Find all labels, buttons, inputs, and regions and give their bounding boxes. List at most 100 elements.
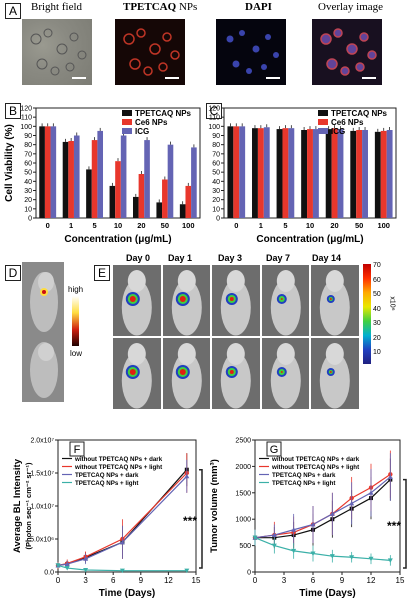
line-charts-fg: F 0 3 6 9 12 15 0.0 5.0x10⁶ 1.0x10⁷ 1.5x10⁷ 2.0x10⁷… xyxy=(12,438,407,599)
x-tick-label: 100 xyxy=(377,221,390,230)
colorbar-tick-label: 60 xyxy=(373,276,381,284)
y-tick-label: 60 xyxy=(212,161,220,168)
title-overlay-image: Overlay image xyxy=(318,1,384,13)
bl-colorbar xyxy=(363,264,371,364)
y-tick-label: 80 xyxy=(24,142,32,149)
y-tick-label: 10 xyxy=(24,206,32,213)
bar-tpetcaq-nps xyxy=(62,141,69,218)
y-tick-label: 30 xyxy=(212,188,220,195)
mouse-image xyxy=(261,338,310,409)
x-tick-label: 50 xyxy=(355,221,363,230)
x-axis-label: Concentration (μg/mL) xyxy=(256,234,363,245)
bar-ce6-nps xyxy=(162,179,168,218)
x-tick-label: 6 xyxy=(111,576,116,585)
mouse-image xyxy=(212,338,260,409)
bar-tpetcaq-nps xyxy=(179,204,186,218)
y-axis-label: Average BL Intensity xyxy=(12,458,23,553)
line-chart-f: F 0 3 6 9 12 15 0.0 5.0x10⁶ 1.0x10⁷ 1.5x10⁷ 2.0x10⁷… xyxy=(12,438,203,599)
data-point xyxy=(55,563,61,568)
y-tick-label: 40 xyxy=(24,179,32,186)
y-tick-label: 90 xyxy=(24,133,32,140)
x-tick-label: 0 xyxy=(46,221,50,230)
y-tick-label: 1500 xyxy=(235,490,251,497)
bar-ce6-nps xyxy=(356,130,363,218)
y-tick-label: 60 xyxy=(24,161,32,168)
y-axis-label-units: (Photon sec⁻¹ cm⁻² sr⁻¹) xyxy=(24,462,33,549)
x-axis-label: Time (Days) xyxy=(99,588,156,599)
legend-label: TPETCAQ NPs + light xyxy=(272,480,335,487)
colorbar-tick-label: 70 xyxy=(373,262,381,269)
data-point xyxy=(271,543,277,549)
y-tick-label: 2000 xyxy=(235,464,251,471)
bar-ce6-nps xyxy=(233,126,240,218)
data-point xyxy=(387,558,393,563)
data-point xyxy=(368,490,374,495)
legend-swatch xyxy=(318,128,328,134)
bar-tpetcaq-nps xyxy=(156,202,163,218)
colorbar-high-label: high xyxy=(68,285,84,294)
x-tick-label: 3 xyxy=(83,576,88,585)
data-point xyxy=(387,474,393,479)
day-7-label: Day 7 xyxy=(266,253,291,263)
scale-bar xyxy=(72,77,86,79)
panel-label-c: C xyxy=(206,103,222,119)
bar-tpetcaq-nps xyxy=(325,129,332,218)
bar-icg xyxy=(337,129,344,218)
legend-swatch xyxy=(122,128,132,134)
legend-label: ICG xyxy=(331,127,345,136)
y-tick-label: 110 xyxy=(209,115,220,122)
x-axis-label: Concentration (μg/mL) xyxy=(64,234,171,245)
colorbar-tick-label: 10 xyxy=(373,349,381,356)
data-point xyxy=(329,511,335,516)
x-tick-label: 10 xyxy=(306,221,314,230)
y-tick-label: 2500 xyxy=(235,438,251,445)
bar-icg xyxy=(288,128,295,218)
plot-frame xyxy=(254,439,401,573)
significance-stars: *** xyxy=(183,514,197,528)
y-tick-label: 500 xyxy=(239,543,251,550)
y-tick-label: 120 xyxy=(208,106,220,113)
bar-tpetcaq-nps xyxy=(374,131,381,218)
x-tick-label: 0 xyxy=(253,576,258,585)
y-axis-label: Cell Viability (%) xyxy=(4,124,15,202)
x-tick-label: 0 xyxy=(56,576,61,585)
mouse-image xyxy=(311,265,359,336)
legend-swatch xyxy=(318,119,328,125)
bar-tpetcaq-nps xyxy=(132,196,139,218)
bar-ce6-nps xyxy=(44,126,51,218)
data-point xyxy=(184,473,190,479)
y-tick-label: 1000 xyxy=(235,517,251,524)
line-chart-g: G 0 3 6 9 12 15 0 500 1000 1500 2000 2500 without TPE… xyxy=(209,438,407,599)
y-tick-label: 80 xyxy=(212,142,220,149)
bar-tpetcaq-nps xyxy=(39,126,45,218)
legend-swatch xyxy=(318,110,328,116)
data-point xyxy=(349,555,355,560)
title-dapi: DAPI xyxy=(245,1,272,13)
bright-field-image xyxy=(22,19,92,85)
y-tick-label: 120 xyxy=(20,106,32,113)
data-point xyxy=(291,548,297,554)
colorbar-tick-label: 20 xyxy=(373,334,381,342)
y-tick-label: 10 xyxy=(212,206,220,213)
data-point xyxy=(368,556,374,562)
significance-bracket xyxy=(403,478,407,569)
bar-icg xyxy=(50,126,57,218)
bar-tpetcaq-nps xyxy=(109,185,116,218)
panel-label-b: B xyxy=(5,103,21,119)
data-point xyxy=(310,521,316,527)
y-tick-label: 1.5x10⁷ xyxy=(30,471,54,478)
scale-bar xyxy=(362,77,376,79)
bar-ce6-nps xyxy=(257,128,264,218)
tpetcaq-fluorescence-image xyxy=(115,19,185,85)
x-tick-label: 100 xyxy=(182,221,195,230)
legend-swatch xyxy=(122,110,132,116)
series-line-0 xyxy=(255,479,391,539)
legend-label: without TPETCAQ NPs + light xyxy=(271,464,359,471)
day-0-label: Day 0 xyxy=(126,253,151,263)
bl-colorbar-ticks: 70 60 50 40 30 20 10 xyxy=(373,258,393,368)
x-tick-label: 1 xyxy=(69,221,73,230)
significance-stars: *** xyxy=(387,519,401,533)
y-tick-label: 50 xyxy=(24,170,32,177)
bar-tpetcaq-nps xyxy=(227,126,234,218)
